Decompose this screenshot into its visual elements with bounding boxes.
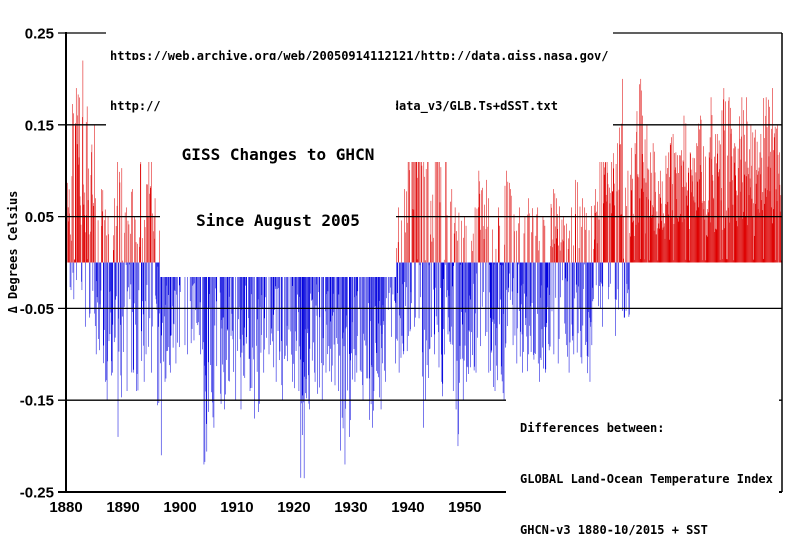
annotation-box: Differences between: GLOBAL Land-Ocean T… <box>506 385 779 546</box>
y-tick-label: 0.05 <box>25 209 54 226</box>
y-axis-label: Δ Degrees Celsius <box>6 190 20 314</box>
y-tick-label: 0.25 <box>25 26 54 43</box>
y-tick-label: -0.15 <box>20 393 54 410</box>
annotation-line-1: Differences between: <box>520 421 665 435</box>
chart-title: GISS Changes to GHCN Since August 2005 <box>160 99 396 277</box>
annotation-line-2: GLOBAL Land-Ocean Temperature Index <box>520 472 773 486</box>
annotation-line-3: GHCN-v3 1880-10/2015 + SST <box>520 523 708 537</box>
x-tick-label: 1920 <box>277 499 310 516</box>
x-tick-label: 1940 <box>391 499 424 516</box>
source-url-archived-line-1: https://web.archive.org/web/200509141121… <box>110 49 609 63</box>
chart-title-line-1: GISS Changes to GHCN <box>181 145 375 164</box>
x-tick-label: 1950 <box>448 499 481 516</box>
x-tick-label: 1880 <box>49 499 82 516</box>
chart-title-line-2: Since August 2005 <box>196 211 360 230</box>
x-tick-label: 1910 <box>220 499 253 516</box>
x-tick-label: 1930 <box>334 499 367 516</box>
x-tick-label: 1900 <box>163 499 196 516</box>
x-tick-label: 1890 <box>106 499 139 516</box>
y-tick-label: -0.25 <box>20 485 54 502</box>
y-tick-label: 0.15 <box>25 117 54 134</box>
y-tick-label: -0.05 <box>20 301 54 318</box>
